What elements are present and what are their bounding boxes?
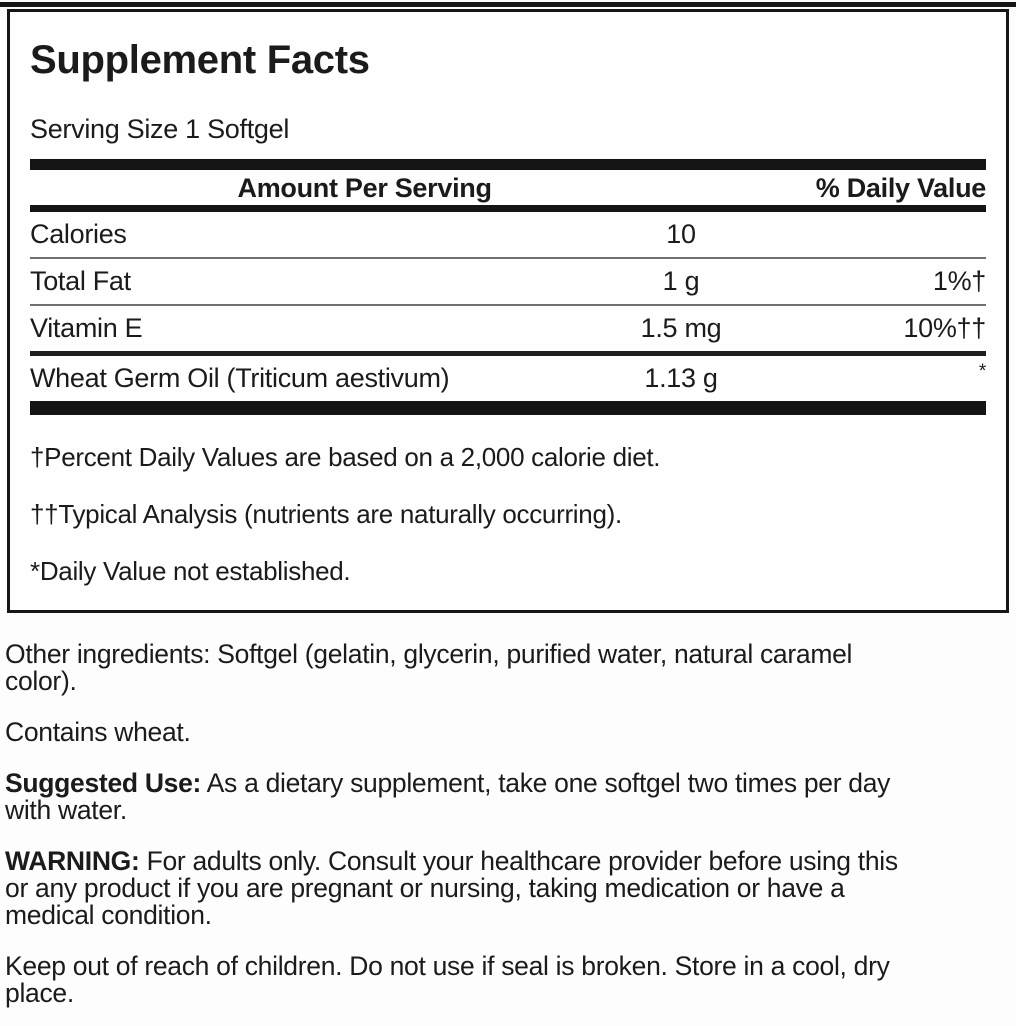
nutrient-name: Wheat Germ Oil (Triticum aestivum) [30, 363, 450, 393]
nutrient-amount: 1.5 mg [640, 313, 722, 343]
divider-thin [30, 257, 986, 259]
table-header-row: Amount Per Serving % Daily Value [30, 170, 987, 205]
divider-medium [30, 351, 986, 356]
label-top-edge [0, 2, 1016, 7]
footnote-typical-analysis: ††Typical Analysis (nutrients are natura… [30, 499, 622, 529]
panel-title: Supplement Facts [30, 38, 370, 82]
other-ingredients: Other ingredients: Softgel (gelatin, gly… [5, 639, 853, 696]
serving-size: Serving Size 1 Softgel [30, 114, 290, 144]
footnote-dv-not-established: *Daily Value not established. [30, 556, 351, 586]
table-row-calories: Calories 10 [30, 212, 986, 257]
amount-per-serving-header: Amount Per Serving [237, 173, 492, 203]
nutrient-daily-value: * [978, 361, 986, 382]
nutrient-daily-value: 10%†† [903, 313, 986, 343]
nutrient-amount: 1.13 g [644, 363, 718, 393]
suggested-use: Suggested Use: As a dietary supplement, … [5, 770, 988, 824]
table-row-vitamin-e: Vitamin E 1.5 mg 10%†† [30, 306, 986, 351]
warning-label: WARNING: [5, 846, 140, 876]
supplement-facts-panel: Supplement Facts Serving Size 1 Softgel … [7, 9, 1009, 613]
divider-below-header [30, 205, 986, 212]
nutrient-amount: 10 [666, 219, 696, 249]
divider-heavy-bottom [30, 401, 986, 415]
divider-heavy-top [30, 159, 986, 170]
storage-statement: Keep out of reach of children. Do not us… [5, 951, 890, 1008]
nutrient-daily-value: 1%† [932, 266, 986, 296]
nutrient-amount: 1 g [662, 266, 700, 296]
nutrient-name: Calories [30, 219, 127, 249]
daily-value-header: % Daily Value [815, 173, 987, 203]
nutrient-name: Vitamin E [30, 313, 143, 343]
warning-text: For adults only. Consult your healthcare… [5, 846, 898, 930]
table-row-total-fat: Total Fat 1 g 1%† [30, 259, 986, 304]
suggested-use-text: As a dietary supplement, take one softge… [5, 768, 891, 825]
allergen-statement: Contains wheat. [5, 717, 191, 747]
supplemental-info: Other ingredients: Softgel (gelatin, gly… [5, 641, 988, 1007]
nutrient-name: Total Fat [30, 266, 131, 296]
footnote-daily-values: †Percent Daily Values are based on a 2,0… [30, 442, 661, 472]
divider-thin [30, 304, 986, 306]
warning: WARNING: For adults only. Consult your h… [5, 848, 988, 929]
suggested-use-label: Suggested Use: [5, 768, 202, 798]
table-row-wheat-germ-oil: Wheat Germ Oil (Triticum aestivum) 1.13 … [30, 356, 986, 401]
